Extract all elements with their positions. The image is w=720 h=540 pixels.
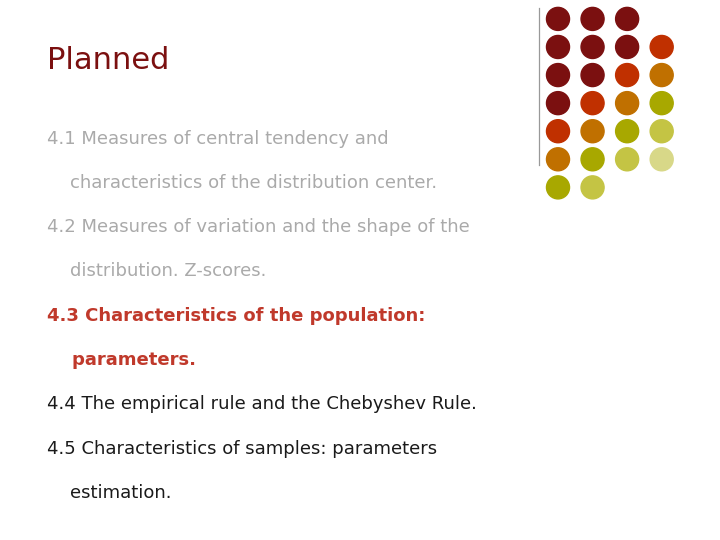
- Ellipse shape: [616, 92, 639, 114]
- Text: 4.1 Measures of central tendency and: 4.1 Measures of central tendency and: [47, 130, 388, 147]
- Ellipse shape: [581, 176, 604, 199]
- Ellipse shape: [581, 36, 604, 58]
- Text: 4.4 The empirical rule and the Chebyshev Rule.: 4.4 The empirical rule and the Chebyshev…: [47, 395, 477, 413]
- Ellipse shape: [546, 92, 570, 114]
- Text: characteristics of the distribution center.: characteristics of the distribution cent…: [47, 174, 437, 192]
- Ellipse shape: [546, 176, 570, 199]
- Text: estimation.: estimation.: [47, 484, 171, 502]
- Ellipse shape: [650, 36, 673, 58]
- Ellipse shape: [616, 148, 639, 171]
- Ellipse shape: [581, 120, 604, 143]
- Ellipse shape: [616, 64, 639, 86]
- Ellipse shape: [546, 120, 570, 143]
- Ellipse shape: [616, 36, 639, 58]
- Ellipse shape: [616, 8, 639, 30]
- Ellipse shape: [581, 148, 604, 171]
- Ellipse shape: [650, 92, 673, 114]
- Text: 4.5 Characteristics of samples: parameters: 4.5 Characteristics of samples: paramete…: [47, 440, 437, 457]
- Text: 4.3 Characteristics of the population:: 4.3 Characteristics of the population:: [47, 307, 426, 325]
- Ellipse shape: [650, 64, 673, 86]
- Ellipse shape: [546, 8, 570, 30]
- Ellipse shape: [581, 92, 604, 114]
- Ellipse shape: [581, 64, 604, 86]
- Ellipse shape: [546, 148, 570, 171]
- Ellipse shape: [546, 36, 570, 58]
- Text: parameters.: parameters.: [47, 351, 196, 369]
- Ellipse shape: [581, 8, 604, 30]
- Text: Planned: Planned: [47, 46, 169, 75]
- Ellipse shape: [616, 120, 639, 143]
- Text: 4.2 Measures of variation and the shape of the: 4.2 Measures of variation and the shape …: [47, 218, 469, 236]
- Ellipse shape: [650, 120, 673, 143]
- Ellipse shape: [650, 148, 673, 171]
- Text: distribution. Z-scores.: distribution. Z-scores.: [47, 262, 266, 280]
- Ellipse shape: [546, 64, 570, 86]
